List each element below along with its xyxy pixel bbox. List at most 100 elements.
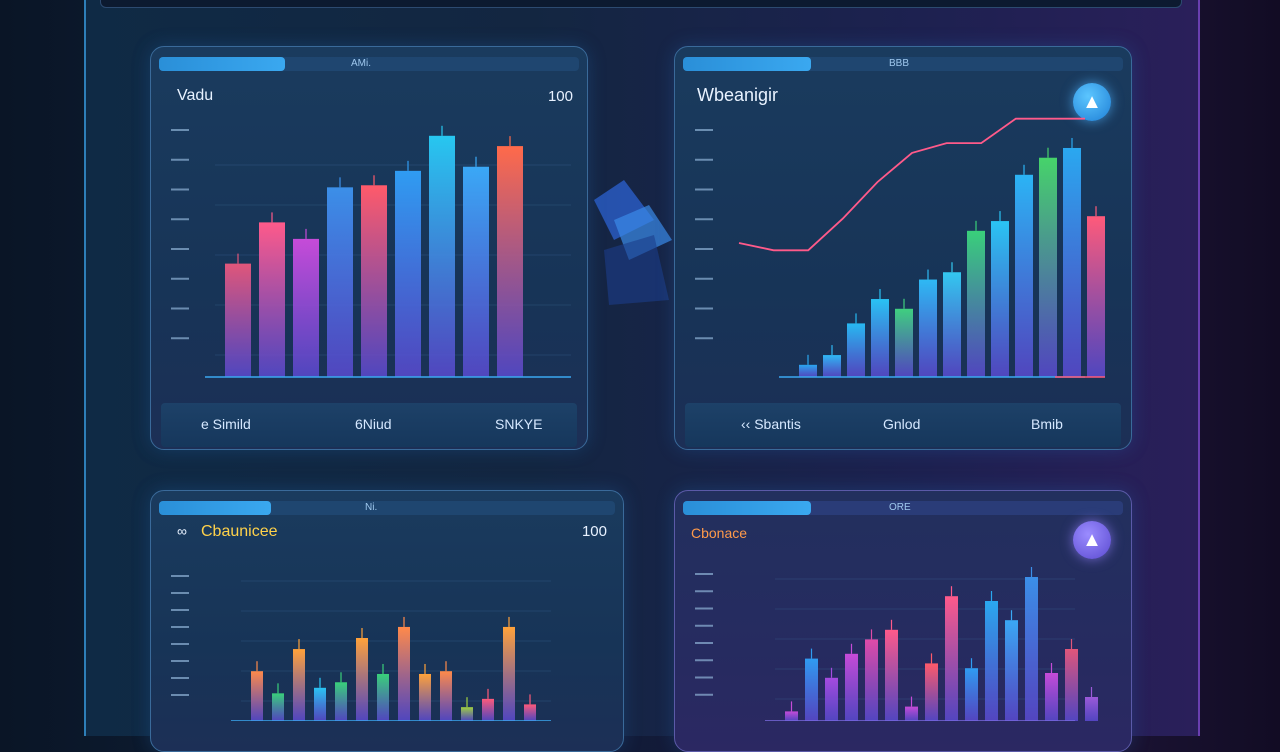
bar [925,663,938,721]
bar [429,135,455,377]
tab-active[interactable] [159,57,285,71]
y-tick-mark [695,659,713,662]
bar [1085,697,1098,721]
y-tick-mark [695,624,713,627]
up-arrow-icon[interactable]: ▲ [1073,83,1111,121]
bar-line-chart-2 [695,117,1105,378]
bar [945,596,958,721]
y-tick-mark [171,188,189,191]
bar [1065,649,1078,721]
bar [895,308,913,377]
bar-chart-4 [695,567,1098,721]
y-tick-mark [171,609,189,611]
y-tick-mark [171,218,189,221]
bar [967,230,985,377]
panel-title: Vadu [177,87,214,104]
panel-title: Wbeanigir [697,85,779,105]
y-tick-mark [171,677,189,679]
bar [259,222,285,377]
bar-chart-1 [171,125,571,378]
tab-label[interactable]: ORE [889,502,911,513]
bar [440,671,452,721]
bar [251,671,263,721]
chart-panel-2: BBB Wbeanigir ▲ ‹‹ Sbantis Gnlod Bmib [674,46,1132,450]
y-tick-mark [171,158,189,161]
y-tick-mark [171,643,189,645]
y-tick-mark [171,660,189,662]
bar [991,221,1009,377]
y-tick-mark [695,188,713,191]
tab-strip: AMi. [159,57,579,71]
tab-strip: ORE [683,501,1123,515]
y-tick-mark [695,573,713,575]
link-icon: ∞ [177,523,187,539]
panel-title: Cbonace [691,525,748,541]
tab-active[interactable] [159,501,271,515]
bar [1063,147,1081,377]
y-tick-mark [171,337,189,340]
bar [985,601,998,721]
panel-footer: ‹‹ Sbantis Gnlod Bmib [685,403,1121,447]
bar [293,238,319,377]
y-tick-mark [171,626,189,628]
bar [497,146,523,377]
y-tick-mark [695,248,713,250]
bar [1039,157,1057,377]
tab-strip: Ni. [159,501,615,515]
y-tick-mark [695,693,713,696]
chart-panel-1: AMi. Vadu 100 e Simild 6Niud SNKYE [150,46,588,450]
bar-chart-3 [171,575,551,721]
footer-label-3[interactable]: Bmib [1031,416,1063,432]
footer-label-1[interactable]: e Simild [201,416,251,432]
footer-label-1[interactable]: ‹‹ Sbantis [741,416,801,432]
y-tick-mark [695,607,713,610]
panel-title: Cbaunicee [201,523,278,540]
bar [1087,216,1105,377]
bar [825,677,838,721]
chart-panel-3: Ni. ∞ Cbaunicee 100 [150,490,624,752]
y-tick-mark [695,337,713,340]
bar [919,279,937,377]
bar [1025,577,1038,721]
bar [1015,174,1033,377]
bar [865,639,878,721]
footer-label-3[interactable]: SNKYE [495,416,543,432]
y-tick-mark [695,307,713,310]
bar [871,299,889,377]
bar [377,673,389,721]
bar [885,629,898,721]
y-tick-mark [695,158,713,161]
bar [805,658,818,721]
user-pin-icon[interactable]: ▲ [1073,521,1111,559]
y-tick-mark [695,218,713,221]
y-tick-mark [171,248,189,250]
bar [225,263,251,377]
y-tick-mark [171,129,189,131]
tab-label[interactable]: AMi. [351,58,371,69]
chart-panel-4: ORE Cbonace ▲ [674,490,1132,752]
bar [463,166,489,377]
footer-label-2[interactable]: Gnlod [883,416,921,432]
footer-label-2[interactable]: 6Niud [355,416,392,432]
tab-active[interactable] [683,57,811,71]
panel-value: 100 [581,523,607,540]
tab-strip: BBB [683,57,1123,71]
bar [395,170,421,377]
bar [847,323,865,377]
bar [943,272,961,377]
y-tick-mark [171,307,189,310]
panel-footer: e Simild 6Niud SNKYE [161,403,577,447]
y-tick-mark [171,575,189,577]
bar [398,626,410,721]
tab-active[interactable] [683,501,811,515]
y-tick-mark [171,694,189,696]
bar [461,707,473,721]
y-tick-mark [695,129,713,131]
y-tick-mark [695,277,713,280]
bar [845,653,858,721]
bar [419,673,431,721]
bar [272,693,284,721]
tab-label[interactable]: Ni. [365,502,378,513]
tab-label[interactable]: BBB [889,58,910,69]
top-bar [100,0,1182,8]
